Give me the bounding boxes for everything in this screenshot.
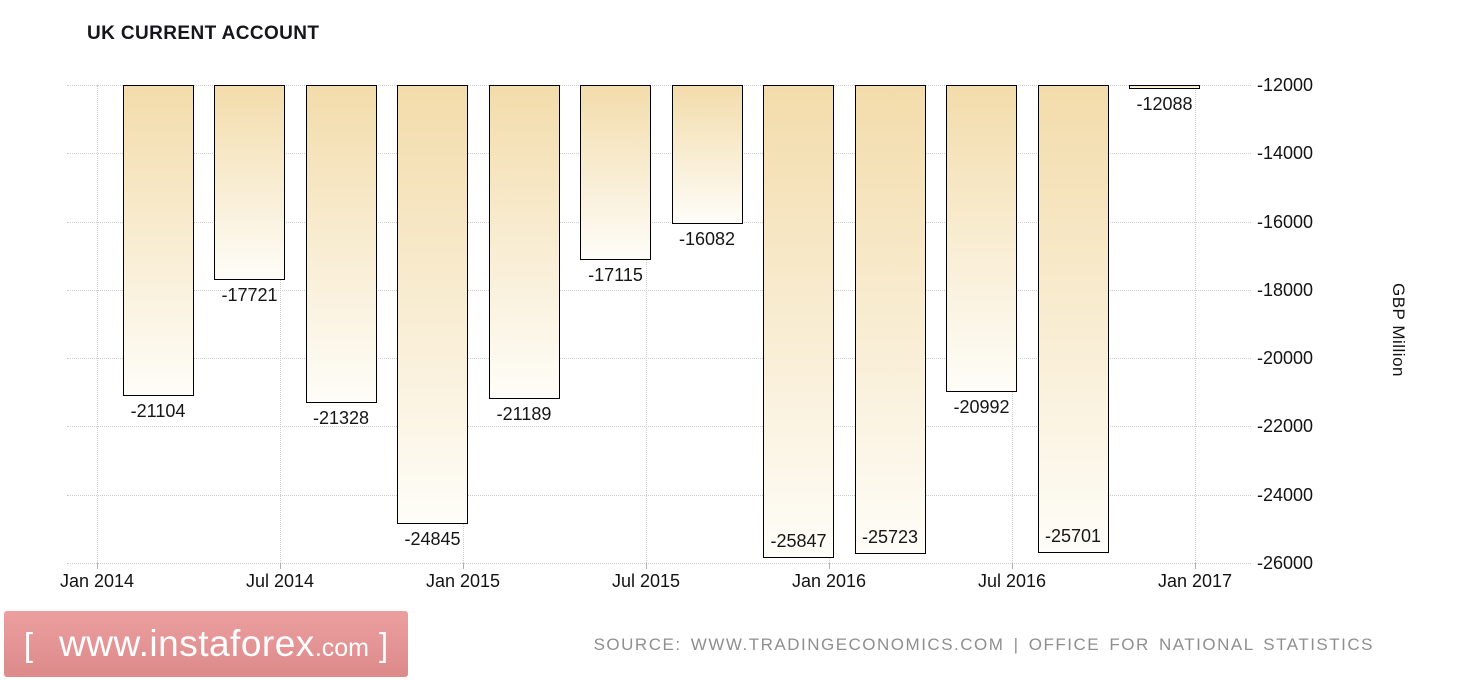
- x-tick-mark: [463, 563, 464, 569]
- bar-value-label: -16082: [678, 229, 736, 250]
- bar-value-label: -20992: [953, 397, 1010, 417]
- y-tick-label: -18000: [1257, 279, 1314, 300]
- bar: [488, 85, 560, 399]
- x-tick-mark: [1012, 563, 1013, 569]
- h-gridline: [67, 358, 1251, 360]
- bar-value-label: -25723: [861, 526, 919, 547]
- y-tick-label: -22000: [1257, 416, 1314, 437]
- bar-value-label: -21189: [496, 403, 552, 424]
- chart-title: UK CURRENT ACCOUNT: [87, 23, 320, 44]
- h-gridline: [67, 221, 1251, 223]
- watermark-site-text: www.instaforex: [59, 623, 315, 664]
- y-tick-label: -24000: [1257, 484, 1314, 505]
- h-gridline: [67, 426, 1251, 428]
- instaforex-watermark: [ www.instaforex .com]: [4, 611, 408, 677]
- bar-value-label: -21328: [312, 408, 370, 429]
- plot-area: -21104 -17721 -21328 -24845 -21189 -17115 -160…: [67, 85, 1251, 569]
- x-tick-label: Jan 2017: [1157, 571, 1233, 591]
- bar: [854, 85, 926, 554]
- bar: [580, 85, 651, 260]
- h-gridline: [67, 494, 1251, 496]
- x-tick-label: Jul 2014: [245, 571, 315, 591]
- x-tick-label: Jan 2016: [791, 571, 867, 591]
- watermark-bracket-left: [: [23, 626, 33, 663]
- v-gridline: [1195, 85, 1196, 563]
- y-tick-label: -26000: [1257, 553, 1314, 573]
- bar: [214, 85, 285, 281]
- h-gridline: [67, 85, 1251, 86]
- bar: [671, 85, 743, 225]
- bar-value-label: -25847: [770, 530, 827, 551]
- bar-value-label: -17721: [221, 285, 278, 306]
- bar: [946, 85, 1017, 392]
- x-tick-label: Jan 2015: [425, 571, 501, 591]
- bar: [305, 85, 377, 404]
- bar: [397, 85, 468, 524]
- bar-value-label: -25701: [1044, 525, 1102, 546]
- x-tick-label: Jul 2016: [977, 571, 1047, 591]
- watermark-bracket-right: ]: [379, 626, 389, 663]
- y-axis-title: GBP Million: [1389, 283, 1408, 377]
- y-tick-label: -20000: [1257, 348, 1314, 369]
- bar: [1129, 85, 1200, 89]
- x-tick-label: Jan 2014: [59, 571, 135, 591]
- x-tick-mark: [646, 563, 647, 569]
- v-gridline: [646, 85, 647, 563]
- x-tick-mark: [280, 563, 281, 569]
- bar-value-label: -24845: [404, 528, 461, 549]
- bar: [1037, 85, 1109, 553]
- x-tick-mark: [97, 563, 98, 569]
- source-attribution: SOURCE: WWW.TRADINGECONOMICS.COM | OFFIC…: [593, 635, 1374, 654]
- bar-value-label: -21104: [130, 400, 186, 421]
- bar-value-label: -12088: [1136, 94, 1193, 114]
- y-tick-label: -12000: [1257, 75, 1314, 95]
- h-gridline: [67, 153, 1251, 155]
- h-gridline: [67, 289, 1251, 291]
- y-tick-label: -16000: [1257, 211, 1314, 232]
- v-gridline: [97, 85, 98, 563]
- bar-value-label: -17115: [588, 264, 643, 285]
- x-tick-mark: [829, 563, 830, 569]
- bar: [122, 85, 194, 396]
- v-gridline: [280, 85, 281, 563]
- bar: [763, 85, 834, 558]
- watermark-tld-text: .com: [314, 634, 369, 662]
- x-tick-label: Jul 2015: [611, 571, 681, 591]
- x-tick-mark: [1195, 563, 1196, 569]
- y-tick-label: -14000: [1257, 143, 1314, 164]
- h-gridline: [67, 563, 1251, 564]
